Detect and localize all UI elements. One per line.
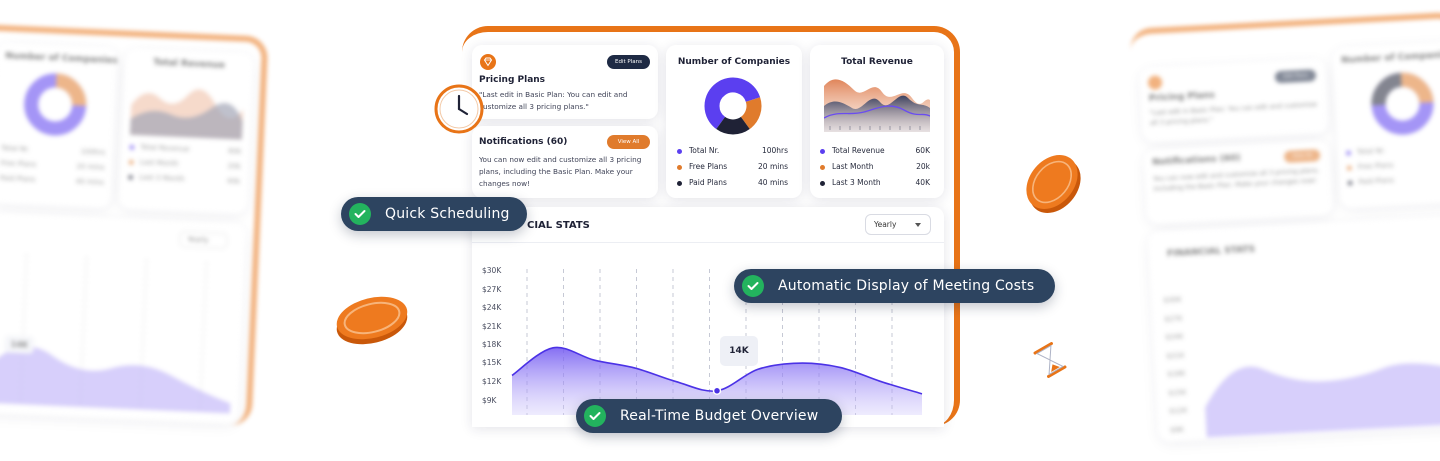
check-icon xyxy=(742,275,764,297)
side-view-button: View All xyxy=(1284,149,1321,163)
side-row: Paid Plans xyxy=(1347,172,1440,186)
side-panel-left: Number of Companies Total Nr. 100hrs Free… xyxy=(0,23,269,427)
side-row: Last Month 20k xyxy=(128,158,241,171)
side-row: Total Nr. xyxy=(1345,142,1440,156)
dashboard-frame xyxy=(462,26,960,426)
legend-value: 40 mins xyxy=(758,178,788,187)
hourglass-icon xyxy=(1033,342,1067,378)
side-pricing-text: "Last edit in Basic Plan: You can edit a… xyxy=(1149,100,1318,127)
revenue-chart xyxy=(824,79,930,132)
side-stats-title: FINANCIAL STATS xyxy=(1166,244,1256,260)
legend-dot xyxy=(820,164,825,170)
y-tick-label: $21K xyxy=(482,322,502,331)
side-row: Last 3 Month 40k xyxy=(128,173,240,186)
view-all-button[interactable]: View All xyxy=(607,135,650,149)
side-row: Paid Plans 40 mins xyxy=(0,174,105,187)
stats-title: CIAL STATS xyxy=(527,220,590,231)
y-tick-label: $9K xyxy=(482,396,497,405)
donut-slice xyxy=(740,97,762,130)
badge-label: Quick Scheduling xyxy=(385,206,510,222)
y-tick-label: $15K xyxy=(482,358,502,367)
diamond-icon xyxy=(480,54,496,70)
side-revenue-title: Total Revenue xyxy=(153,57,226,71)
legend-dot xyxy=(820,180,825,186)
side-tooltip: 14K xyxy=(4,335,35,354)
side-diamond-icon xyxy=(1147,75,1163,91)
badge-quick-scheduling: Quick Scheduling xyxy=(341,197,527,231)
period-value: Yearly xyxy=(874,220,897,229)
legend-dot xyxy=(820,148,825,154)
companies-title: Number of Companies xyxy=(677,57,791,67)
side-companies-card: Number of Companies Total Nr. Free Plans… xyxy=(1332,40,1440,209)
side-revenue-chart xyxy=(129,89,244,140)
side-row: Total Nr. 100hrs xyxy=(1,144,106,157)
side-companies-title: Number of Companies xyxy=(5,51,118,67)
legend-value: 40K xyxy=(915,178,930,187)
badge-meeting-costs: Automatic Display of Meeting Costs xyxy=(734,269,1055,303)
pricing-title: Pricing Plans xyxy=(479,75,546,85)
side-revenue-card: Total Revenue Total Revenue 60k Last Mont… xyxy=(118,48,254,214)
badge-label: Real-Time Budget Overview xyxy=(620,408,819,424)
y-tick-label: $24K xyxy=(482,303,502,312)
legend-dot xyxy=(677,148,682,154)
legend-dot xyxy=(677,164,682,170)
legend-value: 60K xyxy=(915,146,930,155)
side-row: Free Plans 20 mins xyxy=(0,159,105,172)
y-tick-label: $18K xyxy=(482,340,502,349)
coin-icon xyxy=(336,296,408,345)
side-companies-title: Number of Companies xyxy=(1340,50,1440,66)
legend-item: Last Month xyxy=(820,162,874,171)
chart-tooltip: 14K xyxy=(720,336,758,366)
revenue-title: Total Revenue xyxy=(841,57,913,67)
financial-stats-chart xyxy=(511,269,923,415)
side-pricing-card: Pricing Plans "Last edit in Basic Plan: … xyxy=(1139,58,1329,143)
stats-divider xyxy=(472,242,944,243)
side-row: Total Revenue 60k xyxy=(129,143,241,156)
check-icon xyxy=(584,405,606,427)
y-tick-label: $12K xyxy=(482,377,502,386)
side-notif-card: Notifications (60) You can now edit and … xyxy=(1143,140,1334,225)
side-stats-card: FINANCIAL STATS $30K $27K $24K $21K $18K $15… xyxy=(1147,215,1440,442)
chevron-down-icon xyxy=(915,223,921,227)
donut-slice xyxy=(704,77,761,130)
donut-slice xyxy=(716,116,750,135)
check-icon xyxy=(349,203,371,225)
legend-item: Total Revenue xyxy=(820,146,885,155)
y-tick-label: $27K xyxy=(482,285,502,294)
side-donut xyxy=(24,73,87,136)
side-panel-right: Pricing Plans "Last edit in Basic Plan: … xyxy=(1129,11,1440,449)
pricing-text: "Last edit in Basic Plan: You can edit a… xyxy=(479,90,628,111)
side-stats-chart xyxy=(0,254,231,414)
side-donut xyxy=(1371,72,1434,135)
side-stats-card: Yearly 14K xyxy=(0,212,247,424)
notifications-title: Notifications (60) xyxy=(479,137,568,147)
legend-item: Paid Plans xyxy=(677,178,727,187)
legend-item: Free Plans xyxy=(677,162,727,171)
coin-icon xyxy=(1026,155,1081,213)
notifications-text: You can now edit and customize all 3 pri… xyxy=(479,155,642,188)
side-row: Free Plans xyxy=(1346,157,1440,171)
side-companies-card: Number of Companies Total Nr. 100hrs Free… xyxy=(0,42,118,209)
period-dropdown[interactable]: Yearly xyxy=(865,214,931,235)
legend-item: Last 3 Month xyxy=(820,178,881,187)
side-y-labels: $30K $27K $24K $21K $18K $15K $12K $9K xyxy=(1163,295,1188,434)
side-period: Yearly xyxy=(179,231,228,250)
legend-item: Total Nr. xyxy=(677,146,719,155)
y-tick-label: $30K xyxy=(482,266,502,275)
legend-value: 20k xyxy=(916,162,930,171)
side-stats-chart xyxy=(1205,363,1440,438)
legend-value: 100hrs xyxy=(761,146,788,155)
badge-label: Automatic Display of Meeting Costs xyxy=(778,278,1035,294)
edit-plans-button[interactable]: Edit Plans xyxy=(607,55,650,69)
companies-donut xyxy=(704,77,762,135)
side-notif-text: You can now edit and customize all 3 pri… xyxy=(1152,166,1320,193)
legend-value: 20 mins xyxy=(758,162,788,171)
badge-budget-overview: Real-Time Budget Overview xyxy=(576,399,842,433)
clock-icon xyxy=(434,84,484,134)
legend-dot xyxy=(677,180,682,186)
highlight-point xyxy=(712,386,722,396)
side-edit-button: Edit Plans xyxy=(1275,69,1317,84)
